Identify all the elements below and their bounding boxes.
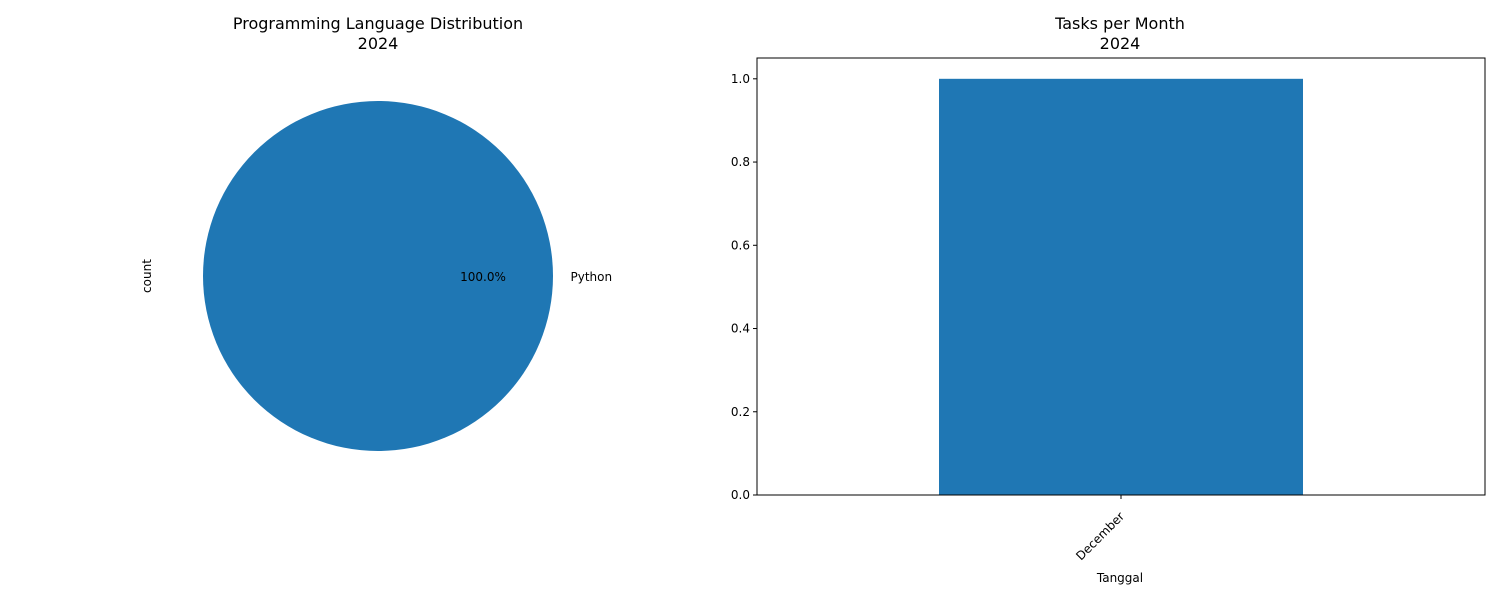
bar-december [939, 78, 1303, 496]
pie-chart: Programming Language Distribution 2024 c… [140, 14, 612, 451]
bar-title-line1: Tasks per Month [1054, 14, 1185, 33]
pie-slices [203, 101, 553, 451]
y-tick-label: 1.0 [731, 72, 750, 86]
pie-percent-label: 100.0% [460, 270, 506, 284]
y-tick-label: 0.6 [731, 238, 750, 252]
pie-title-line2: 2024 [358, 34, 399, 53]
pie-slice [203, 101, 553, 451]
y-tick-label: 0.0 [731, 488, 750, 502]
pie-ylabel: count [140, 259, 154, 293]
axes-frame [756, 57, 1486, 496]
bar-xlabel: Tanggal [1096, 571, 1143, 585]
pie-labels: Python 100.0% [460, 270, 612, 284]
y-tick-label: 0.4 [731, 322, 750, 336]
pie-slice-label: Python [571, 270, 613, 284]
bar-title-line2: 2024 [1100, 34, 1141, 53]
pie-title-line1: Programming Language Distribution [233, 14, 523, 33]
y-tick-label: 0.2 [731, 405, 750, 419]
y-tick-label: 0.8 [731, 155, 750, 169]
